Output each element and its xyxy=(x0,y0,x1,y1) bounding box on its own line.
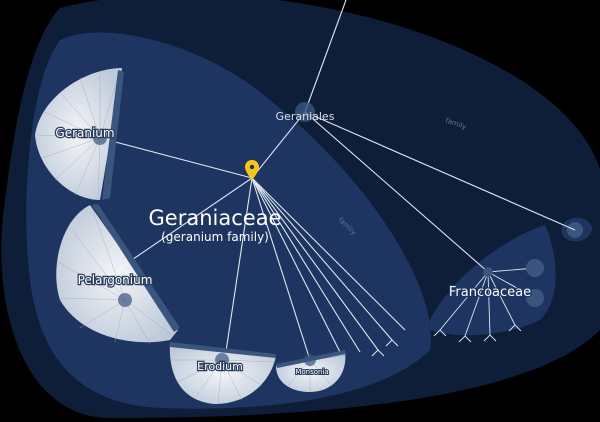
branch-geraniaceae-leaf-2 xyxy=(251,177,361,353)
genus-monsonia-node[interactable] xyxy=(276,350,346,392)
branch-geraniaceae-leaf-1 xyxy=(251,177,341,353)
genus-erodium-node[interactable] xyxy=(169,342,276,405)
francoaceae-node[interactable] xyxy=(483,267,493,277)
branch-geraniaceae-leaf-3 xyxy=(251,177,379,351)
focus-subtitle: (geranium family) xyxy=(161,230,269,244)
geraniales-node[interactable] xyxy=(295,102,315,122)
branch-geraniaceae-to-monsonia xyxy=(251,177,311,361)
branch-geraniales-to-geraniaceae xyxy=(251,111,306,179)
location-pin-icon xyxy=(245,160,259,180)
branch-geraniaceae-to-geranium xyxy=(99,137,253,179)
branch-geraniaceae-to-erodium xyxy=(224,177,253,359)
leaf-tips xyxy=(371,339,399,357)
tree-branches xyxy=(99,0,576,361)
branch-geraniaceae-leaf-4 xyxy=(251,177,393,341)
genus-geranium-label[interactable]: Geranium xyxy=(54,125,116,142)
francoaceae-subnode-1[interactable] xyxy=(526,259,544,277)
focus-title: Geraniaceae xyxy=(149,206,282,230)
genus-geranium-node[interactable] xyxy=(35,68,124,201)
branch-geraniaceae-leaf-5 xyxy=(251,177,406,331)
branch-geraniales-to-right-clade xyxy=(304,111,576,231)
family-region-francoaceae[interactable] xyxy=(430,225,556,336)
genus-monsonia-label[interactable]: Monsonia xyxy=(294,367,329,377)
branch-root-to-geraniales xyxy=(304,0,347,113)
francoaceae-branches xyxy=(433,267,536,343)
branch-geraniaceae-to-pelargonium xyxy=(119,177,253,269)
genus-erodium-label[interactable]: Erodium xyxy=(196,359,244,375)
geraniales-label[interactable]: Geraniales xyxy=(276,110,335,123)
francoaceae-subnode-2[interactable] xyxy=(526,289,544,307)
branch-geraniales-to-francoaceae xyxy=(304,111,489,273)
genus-pelargonium-label[interactable]: Pelargonium xyxy=(76,272,153,289)
genus-pelargonium-node[interactable] xyxy=(56,204,180,345)
francoaceae-label[interactable]: Francoaceae xyxy=(448,284,533,302)
